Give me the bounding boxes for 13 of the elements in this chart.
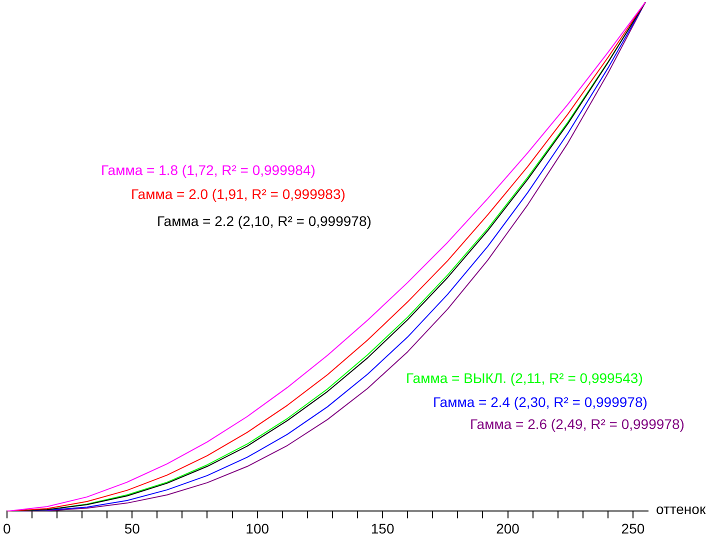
x-tick-label: 50 (124, 520, 140, 536)
text: Гамма = 2.0 (1,91, R² = 0,999983) (131, 186, 346, 202)
x-tick-label: 250 (621, 520, 645, 536)
x-tick-label: 100 (246, 520, 270, 536)
text: Гамма = 2.4 (2,30, R² = 0,999978) (433, 394, 648, 410)
x-axis-title: оттенок (656, 501, 706, 518)
x-tick-label: 0 (2, 520, 11, 536)
text: Гамма = 2.6 (2,49, R² = 0,999978) (470, 416, 684, 432)
x-tick-label: 150 (370, 520, 394, 536)
text: Гамма = 2.2 (2,10, R² = 0,999978) (157, 212, 372, 229)
text: Гамма = ВЫКЛ. (2,11, R² = 0,999543) (406, 370, 643, 386)
text: Гамма = 1.8 (1,72, R² = 0,999984) (101, 162, 316, 178)
x-tick-label: 200 (496, 520, 520, 536)
